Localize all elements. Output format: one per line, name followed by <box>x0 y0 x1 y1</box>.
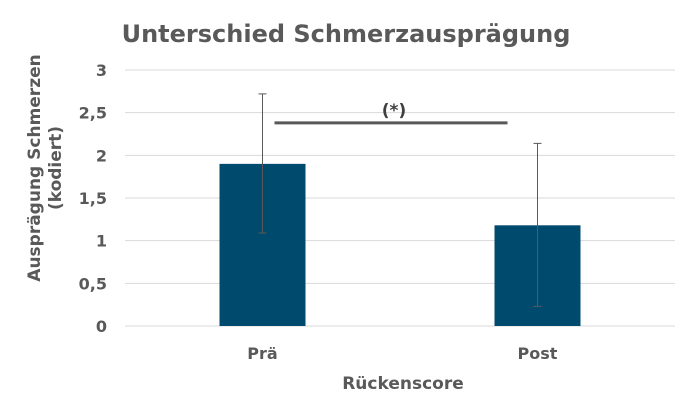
y-axis-title: Ausprägung Schmerzen (kodiert) <box>25 54 66 281</box>
gridlines <box>125 69 675 327</box>
y-tick-label: 1 <box>96 232 107 251</box>
y-axis-title-line-2: (kodiert) <box>46 126 66 210</box>
bars <box>219 163 581 326</box>
y-tick-label: 2,5 <box>79 104 107 123</box>
y-tick-label: 2 <box>96 146 107 165</box>
y-tick-label: 3 <box>96 61 107 80</box>
y-tick-label: 0 <box>96 317 107 336</box>
significance-label: (*) <box>382 101 406 121</box>
y-tick-label: 0,5 <box>79 274 107 293</box>
significance-annotation: (*) <box>274 101 508 125</box>
x-axis-title: Rückenscore <box>342 374 464 394</box>
y-axis-title-line-1: Ausprägung Schmerzen <box>25 54 45 281</box>
x-axis-categories: Prä Post <box>247 344 558 363</box>
x-tick-label: Post <box>518 344 558 363</box>
x-tick-label: Prä <box>247 344 277 363</box>
y-axis-ticks: 0 0,5 1 1,5 2 2,5 3 <box>79 61 107 336</box>
y-tick-label: 1,5 <box>79 189 107 208</box>
chart-title: Unterschied Schmerzausprägung <box>122 20 571 48</box>
error-bars <box>258 93 542 307</box>
